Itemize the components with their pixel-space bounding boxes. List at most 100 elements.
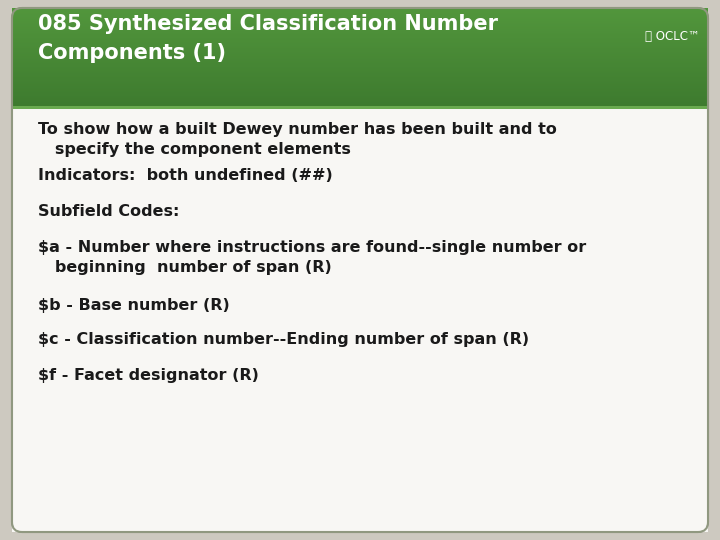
Bar bbox=[12, 103, 708, 104]
Bar bbox=[12, 24, 708, 25]
Bar bbox=[12, 94, 708, 96]
Bar bbox=[12, 26, 708, 28]
Bar bbox=[12, 44, 708, 45]
Bar bbox=[12, 74, 708, 76]
Bar bbox=[13, 45, 707, 47]
Bar bbox=[13, 36, 707, 38]
Bar bbox=[13, 32, 707, 34]
Bar bbox=[12, 72, 708, 74]
Bar bbox=[13, 21, 707, 23]
Bar bbox=[12, 108, 708, 532]
Bar bbox=[13, 19, 707, 21]
Bar bbox=[13, 39, 707, 40]
Text: Subfield Codes:: Subfield Codes: bbox=[38, 204, 179, 219]
Bar bbox=[12, 81, 708, 83]
Bar bbox=[13, 49, 707, 51]
Bar bbox=[13, 106, 707, 108]
Bar bbox=[12, 54, 708, 56]
Text: Indicators:  both undefined (##): Indicators: both undefined (##) bbox=[38, 168, 333, 183]
Bar bbox=[12, 106, 708, 109]
Bar bbox=[12, 76, 708, 78]
Bar bbox=[13, 75, 707, 77]
Bar bbox=[12, 9, 708, 10]
Bar bbox=[12, 31, 708, 33]
Bar bbox=[13, 30, 707, 32]
Text: Components (1): Components (1) bbox=[38, 43, 226, 63]
Bar bbox=[13, 64, 707, 65]
Bar bbox=[12, 99, 708, 100]
Bar bbox=[13, 69, 707, 71]
Bar bbox=[13, 28, 707, 29]
Text: 085 Synthesized Classification Number: 085 Synthesized Classification Number bbox=[38, 14, 498, 34]
Bar bbox=[13, 104, 707, 105]
Bar bbox=[13, 23, 707, 24]
Bar bbox=[13, 85, 707, 87]
Bar bbox=[13, 12, 707, 14]
Bar bbox=[13, 80, 707, 82]
Bar bbox=[13, 17, 707, 19]
Bar bbox=[13, 24, 707, 25]
Bar bbox=[12, 92, 708, 94]
Bar bbox=[12, 28, 708, 29]
Bar bbox=[12, 78, 708, 79]
Bar bbox=[12, 43, 708, 44]
Bar bbox=[12, 71, 708, 73]
Bar bbox=[13, 50, 707, 52]
Bar bbox=[12, 12, 708, 14]
Text: $c - Classification number--Ending number of span (R): $c - Classification number--Ending numbe… bbox=[38, 332, 529, 347]
Bar bbox=[12, 37, 708, 39]
Bar bbox=[12, 105, 708, 107]
Bar bbox=[13, 43, 707, 44]
Bar bbox=[12, 29, 708, 30]
Bar bbox=[13, 89, 707, 91]
Bar bbox=[13, 54, 707, 56]
Bar bbox=[13, 16, 707, 18]
Bar bbox=[13, 90, 707, 92]
Bar bbox=[12, 91, 708, 93]
Bar bbox=[13, 11, 707, 13]
Bar bbox=[13, 81, 707, 83]
Bar bbox=[13, 66, 707, 68]
Bar bbox=[13, 74, 707, 76]
Bar bbox=[12, 59, 708, 60]
Bar bbox=[12, 95, 708, 97]
Bar bbox=[13, 48, 707, 49]
Bar bbox=[13, 26, 707, 28]
Bar bbox=[12, 104, 708, 105]
Bar bbox=[12, 48, 708, 49]
Bar bbox=[13, 44, 707, 45]
Bar bbox=[12, 85, 708, 87]
Bar bbox=[13, 105, 707, 107]
Bar bbox=[12, 19, 708, 21]
Bar bbox=[13, 70, 707, 72]
Bar bbox=[13, 9, 707, 10]
Bar bbox=[12, 98, 708, 99]
Bar bbox=[13, 76, 707, 78]
Text: $b - Base number (R): $b - Base number (R) bbox=[38, 298, 230, 313]
Bar bbox=[13, 10, 707, 12]
Bar bbox=[12, 65, 708, 67]
Bar bbox=[12, 36, 708, 38]
Bar bbox=[13, 94, 707, 96]
Bar bbox=[13, 20, 707, 22]
Bar bbox=[12, 60, 708, 62]
Bar bbox=[12, 63, 708, 64]
Bar bbox=[13, 91, 707, 93]
Bar bbox=[12, 86, 708, 88]
Bar bbox=[12, 83, 708, 84]
Bar bbox=[12, 46, 708, 48]
Bar bbox=[12, 39, 708, 40]
Bar bbox=[12, 45, 708, 47]
Bar bbox=[12, 56, 708, 58]
Bar bbox=[13, 102, 707, 103]
Bar bbox=[13, 15, 707, 17]
Bar bbox=[13, 56, 707, 58]
Bar bbox=[13, 92, 707, 94]
Bar bbox=[13, 68, 707, 69]
Bar bbox=[13, 31, 707, 33]
Bar bbox=[12, 21, 708, 23]
Bar bbox=[13, 103, 707, 104]
Bar bbox=[13, 41, 707, 43]
Bar bbox=[12, 102, 708, 103]
FancyBboxPatch shape bbox=[12, 8, 708, 532]
